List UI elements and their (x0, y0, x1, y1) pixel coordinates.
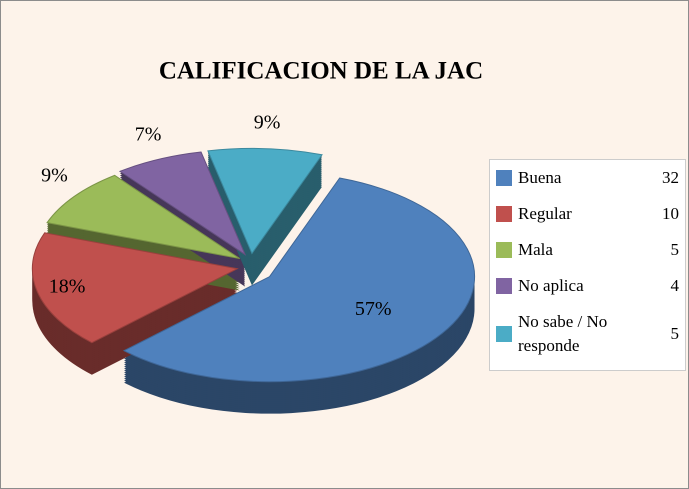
legend-count: 4 (670, 276, 680, 295)
legend-item: No aplica 4 (496, 274, 679, 298)
legend-label: No aplica (518, 276, 584, 295)
legend-swatch (496, 206, 512, 222)
legend-swatch (496, 242, 512, 258)
legend-swatch (496, 170, 512, 186)
data-label: 57% (355, 298, 392, 320)
legend-label: Mala (518, 240, 553, 259)
pie (31, 147, 476, 414)
slice (122, 177, 476, 383)
data-label: 7% (135, 124, 162, 146)
legend-count: 32 (662, 168, 679, 187)
legend-item: No sabe / No responde 5 (496, 310, 679, 358)
slice (31, 232, 239, 344)
legend-count: 5 (670, 324, 680, 343)
legend-label: No sabe / No responde (518, 312, 608, 355)
legend-label: Buena (518, 168, 562, 187)
legend-item: Buena 32 (496, 166, 679, 190)
legend: Buena 32 Regular 10 Mala 5 No aplica 4 No sabe /… (489, 159, 686, 371)
legend-item: Regular 10 (496, 202, 679, 226)
legend-count: 10 (662, 204, 679, 223)
data-label: 9% (254, 112, 281, 134)
slice (207, 147, 323, 255)
legend-swatch (496, 326, 512, 342)
slice (46, 174, 240, 260)
chart-title: CALIFICACION DE LA JAC (159, 58, 483, 85)
slice (118, 151, 247, 256)
data-label: 18% (49, 275, 86, 297)
legend-label: Regular (518, 204, 572, 223)
legend-swatch (496, 278, 512, 294)
data-label: 9% (41, 165, 68, 187)
legend-count: 5 (670, 240, 680, 259)
legend-item: Mala 5 (496, 238, 679, 262)
